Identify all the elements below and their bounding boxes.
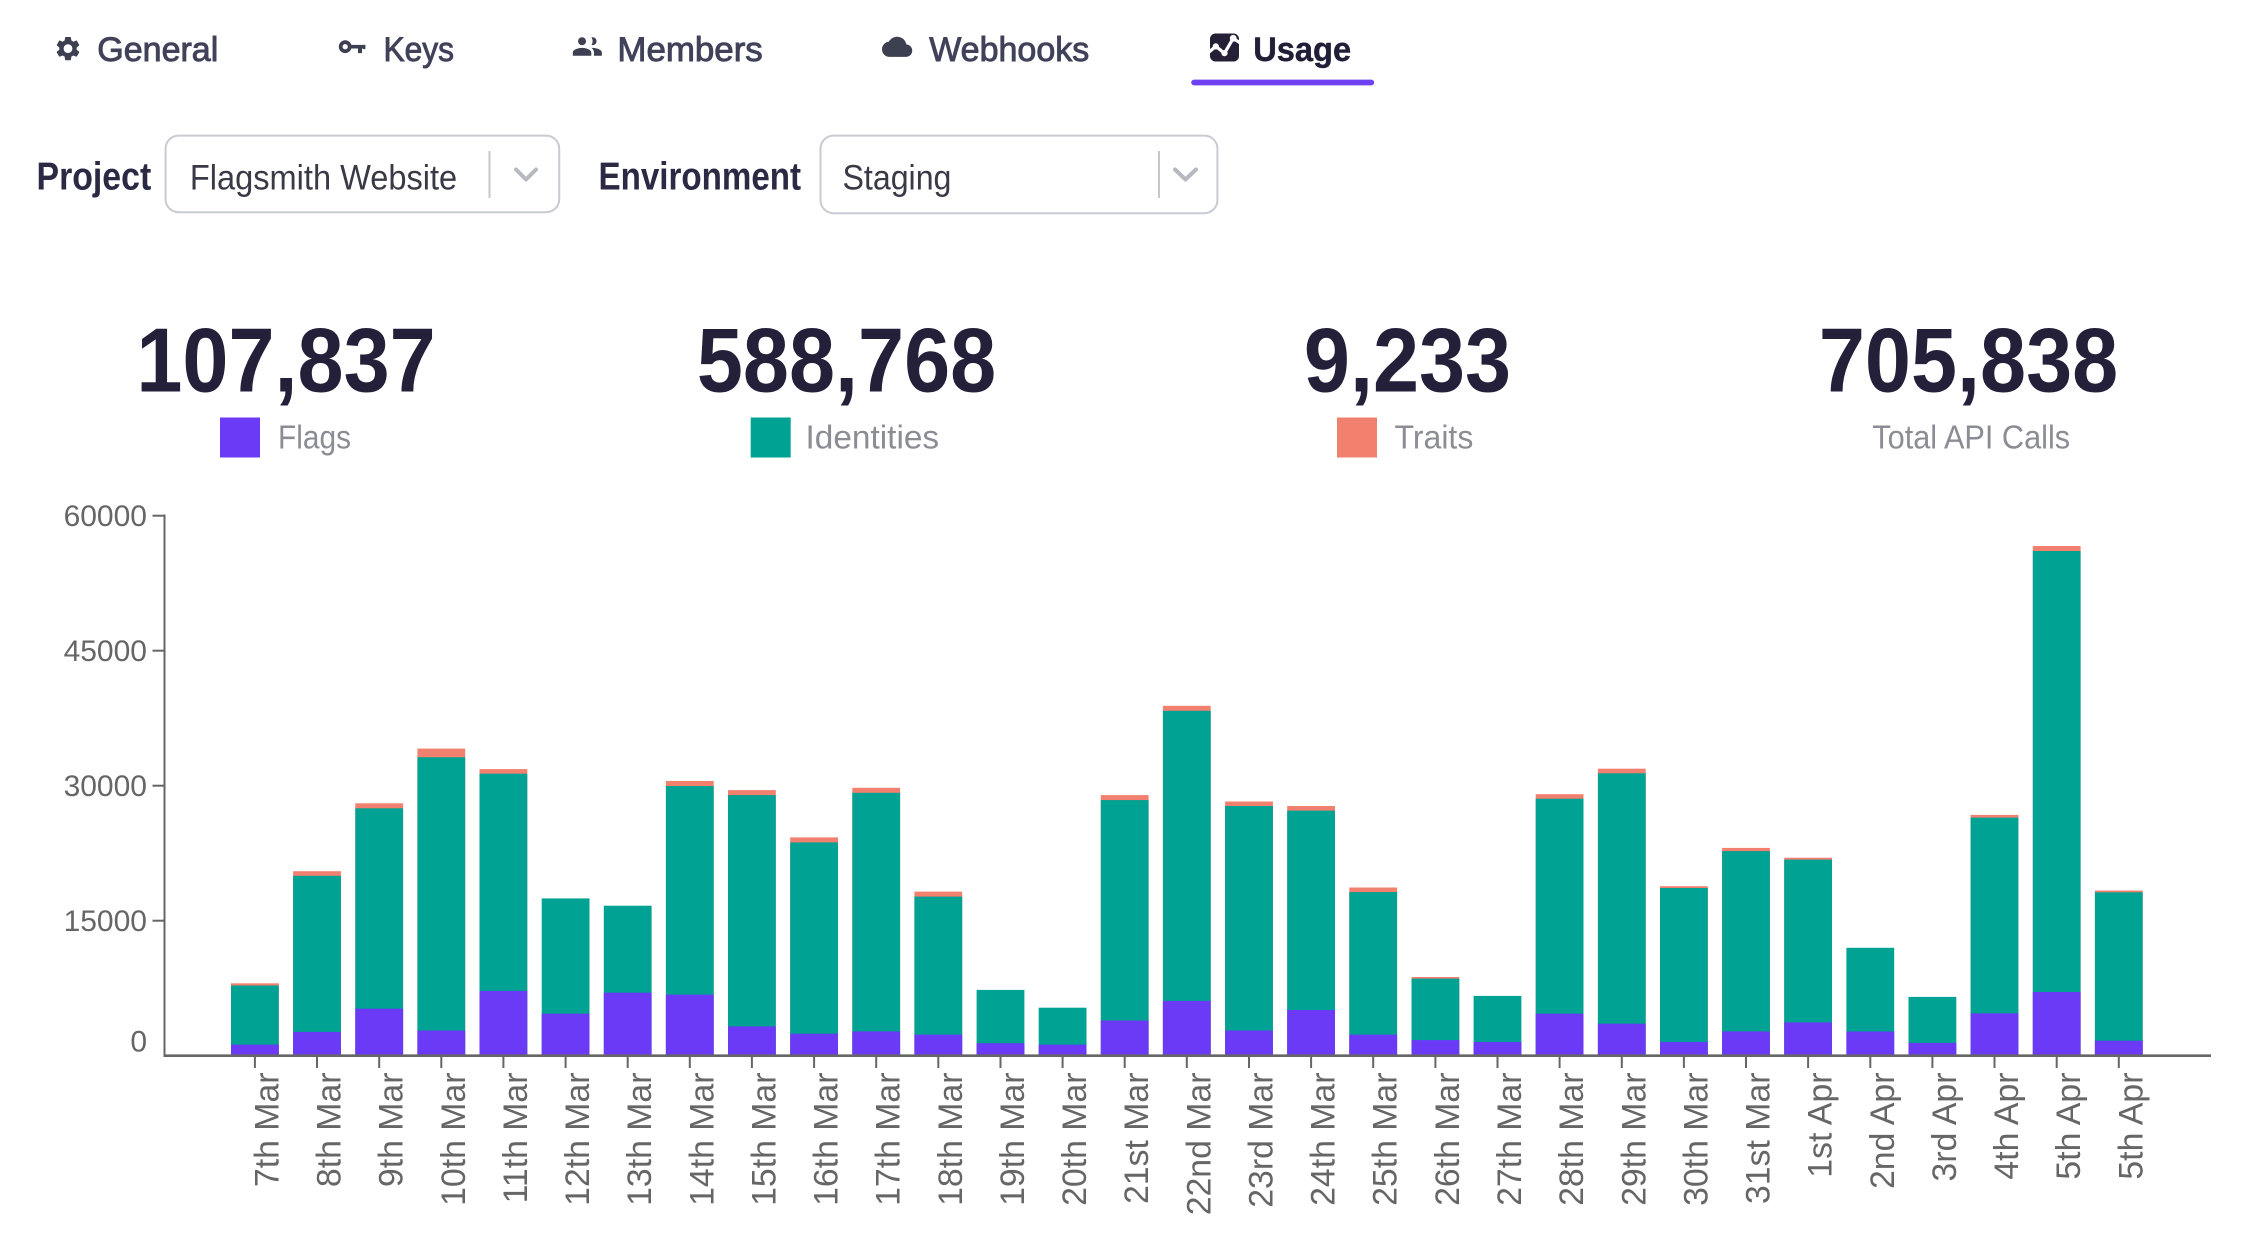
svg-text:27th Mar: 27th Mar bbox=[1491, 1073, 1529, 1206]
svg-text:19th Mar: 19th Mar bbox=[994, 1073, 1032, 1206]
svg-text:8th Mar: 8th Mar bbox=[311, 1073, 349, 1188]
svg-text:11th Mar: 11th Mar bbox=[497, 1073, 535, 1204]
svg-text:0: 0 bbox=[130, 1026, 147, 1059]
svg-text:28th Mar: 28th Mar bbox=[1553, 1073, 1591, 1206]
svg-text:5th Apr: 5th Apr bbox=[2050, 1073, 2088, 1180]
svg-text:25th Mar: 25th Mar bbox=[1367, 1073, 1405, 1206]
svg-text:5th Apr: 5th Apr bbox=[2112, 1073, 2150, 1180]
svg-text:45000: 45000 bbox=[64, 635, 147, 668]
svg-text:Keys: Keys bbox=[384, 30, 455, 68]
svg-text:18th Mar: 18th Mar bbox=[932, 1073, 970, 1206]
svg-text:Identities: Identities bbox=[806, 420, 940, 457]
svg-text:30th Mar: 30th Mar bbox=[1677, 1073, 1715, 1206]
svg-text:60000: 60000 bbox=[64, 500, 147, 533]
svg-text:15000: 15000 bbox=[64, 905, 147, 938]
svg-text:13th Mar: 13th Mar bbox=[621, 1073, 659, 1206]
svg-text:14th Mar: 14th Mar bbox=[683, 1073, 721, 1206]
svg-text:588,768: 588,768 bbox=[697, 310, 996, 411]
svg-text:Project: Project bbox=[37, 154, 152, 198]
svg-text:1st Apr: 1st Apr bbox=[1802, 1073, 1840, 1178]
svg-text:16th Mar: 16th Mar bbox=[808, 1073, 846, 1206]
svg-text:20th Mar: 20th Mar bbox=[1056, 1073, 1094, 1206]
svg-text:9th Mar: 9th Mar bbox=[373, 1073, 411, 1188]
svg-text:26th Mar: 26th Mar bbox=[1429, 1073, 1467, 1206]
svg-text:24th Mar: 24th Mar bbox=[1305, 1073, 1343, 1206]
svg-text:21st Mar: 21st Mar bbox=[1118, 1073, 1156, 1204]
svg-text:31st Mar: 31st Mar bbox=[1740, 1073, 1778, 1204]
svg-text:9,233: 9,233 bbox=[1304, 310, 1511, 411]
svg-text:15th Mar: 15th Mar bbox=[745, 1073, 783, 1206]
svg-text:Total API Calls: Total API Calls bbox=[1872, 418, 2070, 455]
svg-text:Flags: Flags bbox=[278, 419, 351, 456]
svg-text:107,837: 107,837 bbox=[136, 310, 435, 411]
svg-text:12th Mar: 12th Mar bbox=[559, 1073, 597, 1206]
svg-text:General: General bbox=[97, 31, 218, 69]
svg-text:7th Mar: 7th Mar bbox=[248, 1073, 286, 1188]
svg-text:Staging: Staging bbox=[843, 159, 952, 198]
svg-text:Usage: Usage bbox=[1253, 31, 1351, 69]
svg-text:Members: Members bbox=[617, 31, 762, 69]
svg-text:3rd Apr: 3rd Apr bbox=[1926, 1072, 1964, 1181]
svg-text:Flagsmith Website: Flagsmith Website bbox=[190, 158, 457, 197]
svg-text:Environment: Environment bbox=[599, 154, 802, 198]
svg-text:705,838: 705,838 bbox=[1819, 310, 2118, 411]
svg-text:22nd Mar: 22nd Mar bbox=[1180, 1073, 1218, 1216]
svg-text:4th Apr: 4th Apr bbox=[1988, 1073, 2026, 1180]
svg-text:30000: 30000 bbox=[64, 770, 147, 803]
svg-text:Webhooks: Webhooks bbox=[929, 31, 1089, 69]
svg-text:23rd Mar: 23rd Mar bbox=[1243, 1073, 1281, 1208]
svg-text:Traits: Traits bbox=[1395, 419, 1474, 456]
svg-text:2nd Apr: 2nd Apr bbox=[1864, 1073, 1902, 1190]
svg-text:17th Mar: 17th Mar bbox=[870, 1073, 908, 1206]
svg-text:10th Mar: 10th Mar bbox=[435, 1073, 473, 1206]
svg-text:29th Mar: 29th Mar bbox=[1615, 1073, 1653, 1206]
